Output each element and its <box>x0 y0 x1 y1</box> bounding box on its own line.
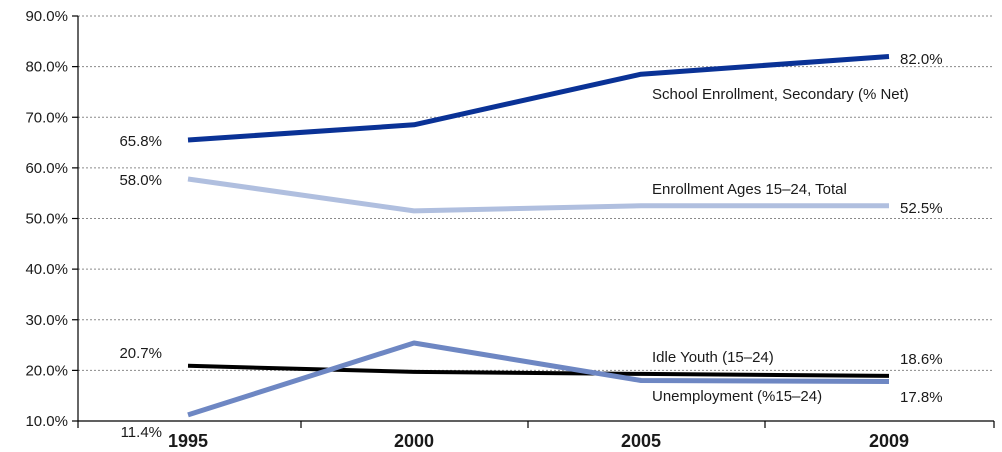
x-tick-label: 2009 <box>869 431 909 451</box>
series-line <box>187 176 889 214</box>
data-label: 65.8% <box>119 133 162 150</box>
y-tick-label: 90.0% <box>25 8 68 25</box>
data-label: 58.0% <box>119 172 162 189</box>
series-name-label: School Enrollment, Secondary (% Net) <box>652 86 909 103</box>
y-tick-label: 60.0% <box>25 160 68 177</box>
series-line <box>187 363 890 378</box>
series-name-label: Enrollment Ages 15–24, Total <box>652 181 847 198</box>
data-label: 18.6% <box>900 351 943 368</box>
y-tick-label: 40.0% <box>25 261 68 278</box>
y-tick-label: 70.0% <box>25 109 68 126</box>
y-tick-label: 10.0% <box>25 413 68 430</box>
x-tick-label: 1995 <box>168 431 208 451</box>
grid-lines <box>78 15 994 371</box>
series-name-label: Idle Youth (15–24) <box>652 349 774 366</box>
series-line <box>187 340 890 418</box>
x-tick-label: 2000 <box>394 431 434 451</box>
y-tick-label: 20.0% <box>25 362 68 379</box>
y-tick-label: 80.0% <box>25 59 68 76</box>
series-line <box>187 54 890 143</box>
y-tick-labels: 10.0% 20.0% 30.0% 40.0% 50.0% 60.0% 70.0% 80.0%… <box>25 8 68 430</box>
y-tick-label: 50.0% <box>25 211 68 228</box>
data-label: 17.8% <box>900 389 943 406</box>
axes <box>72 15 995 428</box>
series-name-label: Unemployment (%15–24) <box>652 388 822 405</box>
x-tick-labels: 1995 2000 2005 2009 <box>168 431 909 451</box>
y-tick-label: 30.0% <box>25 312 68 329</box>
data-label: 52.5% <box>900 200 943 217</box>
series-lines <box>187 54 890 418</box>
x-tick-label: 2005 <box>621 431 661 451</box>
data-label: 82.0% <box>900 51 943 68</box>
data-labels: 65.8% 82.0% 58.0% 52.5% 20.7% 18.6% 11.4% 17.8%… <box>119 51 942 441</box>
data-label: 20.7% <box>119 345 162 362</box>
data-label: 11.4% <box>121 424 162 441</box>
